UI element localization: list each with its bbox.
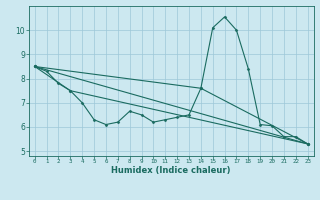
X-axis label: Humidex (Indice chaleur): Humidex (Indice chaleur): [111, 166, 231, 175]
